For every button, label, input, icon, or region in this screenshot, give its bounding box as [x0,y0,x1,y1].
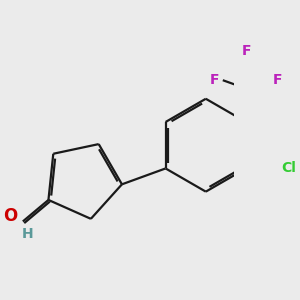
Text: F: F [273,73,283,87]
Text: F: F [241,44,251,58]
Text: H: H [22,227,33,242]
Text: O: O [3,207,17,225]
Text: Cl: Cl [281,161,296,176]
Text: F: F [210,73,219,87]
